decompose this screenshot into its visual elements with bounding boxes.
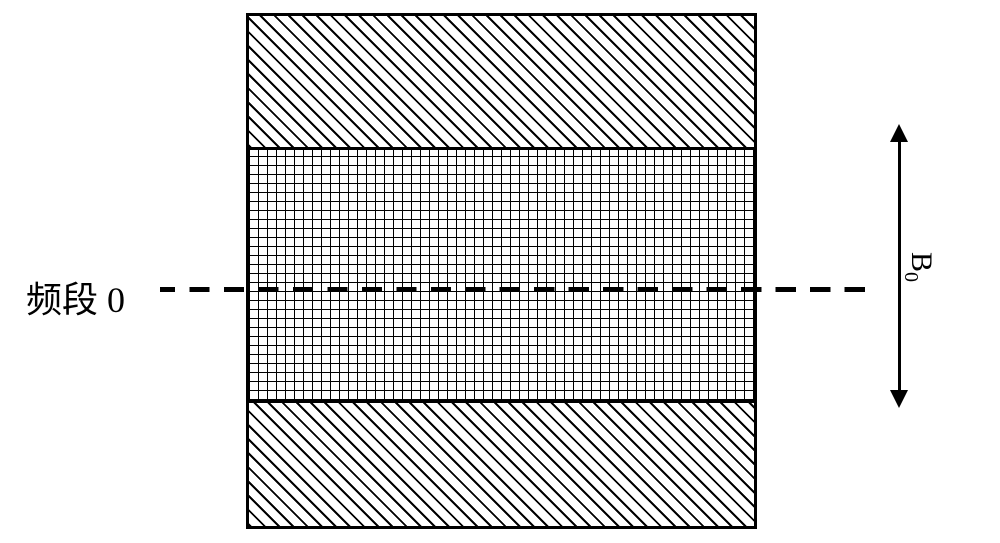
band-label: 频段 0 — [26, 271, 125, 323]
bandwidth-arrow-head-up — [890, 124, 908, 142]
center-frequency-line — [160, 287, 877, 292]
bandwidth-label-main: B — [905, 252, 938, 272]
diagram-canvas: 频段 0 B0 — [0, 0, 1000, 543]
middle-band — [249, 147, 754, 403]
bandwidth-label: B0 — [899, 252, 938, 282]
bandwidth-arrow-head-down — [890, 390, 908, 408]
bandwidth-label-sub: 0 — [900, 272, 922, 282]
top-guard-band — [249, 16, 754, 147]
bottom-guard-band — [249, 403, 754, 526]
band-label-text: 频段 0 — [26, 280, 125, 320]
